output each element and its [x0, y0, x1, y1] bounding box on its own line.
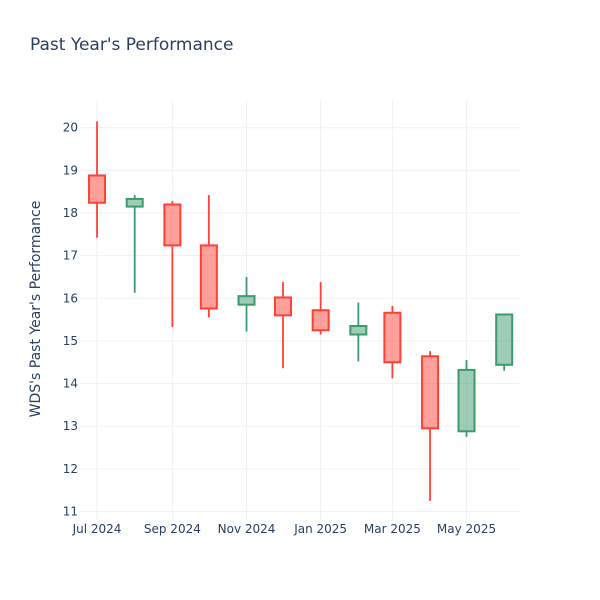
candle-body	[88, 174, 107, 204]
candle-decreasing	[199, 195, 218, 318]
x-tick-label: Nov 2024	[218, 522, 276, 536]
x-tick-label: Jan 2025	[293, 522, 347, 536]
y-tick-label: 12	[63, 462, 78, 476]
candle-body	[199, 244, 218, 310]
candle-body	[383, 311, 402, 364]
candle-increasing	[349, 302, 368, 362]
chart-title: Past Year's Performance	[30, 35, 234, 55]
candle-decreasing	[163, 201, 182, 327]
candle-body	[125, 197, 144, 208]
candle-decreasing	[383, 305, 402, 379]
y-tick-label: 15	[63, 334, 78, 348]
candle-increasing	[457, 360, 476, 437]
y-tick-label: 16	[63, 291, 78, 305]
y-tick-label: 19	[63, 163, 78, 177]
candle-decreasing	[421, 351, 440, 501]
y-axis-ticks: 11 12 13 14 15 16 17 18 19 20	[63, 121, 78, 519]
candle-increasing	[495, 313, 514, 371]
x-tick-label: Jul 2024	[72, 522, 122, 536]
candle-increasing	[125, 195, 144, 293]
y-tick-label: 18	[63, 206, 78, 220]
y-tick-label: 17	[63, 249, 78, 263]
y-tick-label: 11	[63, 504, 78, 518]
candles	[88, 121, 514, 501]
candle-decreasing	[273, 282, 292, 369]
y-tick-label: 14	[63, 377, 78, 391]
y-tick-label: 13	[63, 419, 78, 433]
candle-body	[163, 203, 182, 247]
x-tick-label: May 2025	[437, 522, 496, 536]
x-axis-ticks: Jul 2024 Sep 2024 Nov 2024 Jan 2025 Mar 2025…	[72, 522, 497, 536]
candle-body	[349, 324, 368, 336]
y-axis-title: WDS's Past Year's Performance	[28, 201, 44, 418]
candle-body	[311, 309, 330, 332]
candle-body	[237, 295, 256, 306]
candle-body	[421, 355, 440, 430]
candle-body	[273, 296, 292, 317]
candle-decreasing	[311, 282, 330, 335]
candle-decreasing	[88, 121, 107, 238]
candle-body	[495, 313, 514, 366]
candle-increasing	[237, 276, 256, 332]
x-tick-label: Mar 2025	[364, 522, 421, 536]
candle-body	[457, 368, 476, 433]
y-tick-label: 20	[63, 121, 78, 135]
x-tick-label: Sep 2024	[144, 522, 201, 536]
